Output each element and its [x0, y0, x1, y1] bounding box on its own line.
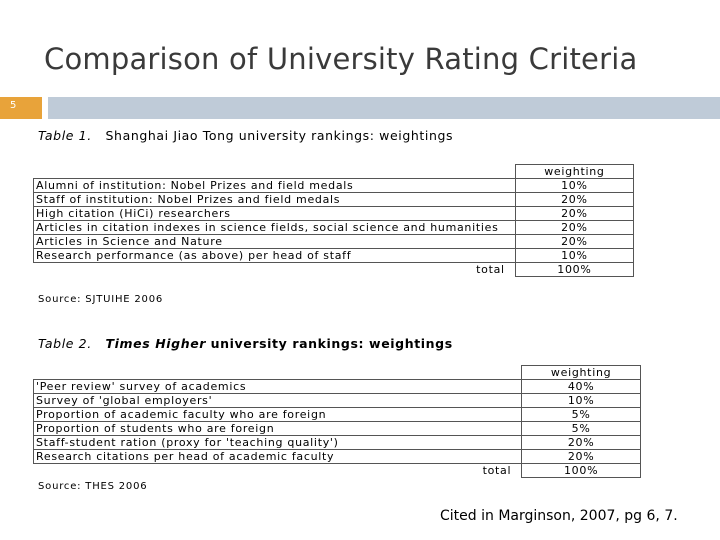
- criterion-cell: Staff-student ration (proxy for 'teachin…: [32, 435, 523, 450]
- weight-cell: 20%: [514, 192, 635, 207]
- weight-cell: 20%: [521, 435, 641, 450]
- table1-source: Source: SJTUIHE 2006: [38, 294, 164, 305]
- slide-number: 5: [10, 100, 17, 111]
- table2-weight-header: weighting: [521, 365, 641, 380]
- total-label: total: [33, 463, 523, 478]
- criterion-cell: Research citations per head of academic …: [32, 449, 523, 464]
- weight-cell: 5%: [521, 421, 641, 436]
- criterion-cell: Proportion of academic faculty who are f…: [32, 407, 523, 422]
- total-label: total: [33, 262, 516, 277]
- weight-cell: 20%: [514, 220, 635, 235]
- weight-cell: 10%: [521, 393, 641, 408]
- weight-cell: 10%: [514, 248, 635, 263]
- table-row: Research citations per head of academic …: [32, 449, 641, 464]
- criterion-cell: Staff of institution: Nobel Prizes and f…: [33, 192, 516, 207]
- table-row: Research performance (as above) per head…: [33, 248, 635, 263]
- table-row: Staff of institution: Nobel Prizes and f…: [33, 192, 635, 207]
- table1-weight-header: weighting: [514, 164, 635, 179]
- total-value: 100%: [514, 262, 635, 277]
- weight-cell: 5%: [521, 407, 641, 422]
- table-row: Proportion of academic faculty who are f…: [32, 407, 641, 422]
- table-row: Articles in citation indexes in science …: [33, 220, 635, 235]
- weight-cell: 20%: [521, 449, 641, 464]
- table2-caption-text: university rankings: weightings: [210, 336, 453, 351]
- table1-header-row: weighting: [33, 164, 635, 179]
- criterion-cell: Proportion of students who are foreign: [32, 421, 523, 436]
- table1-caption: Table 1. Shanghai Jiao Tong university r…: [38, 128, 453, 143]
- table2-caption: Table 2. Times Higher university ranking…: [38, 336, 453, 351]
- table2-source: Source: THES 2006: [38, 481, 148, 492]
- table1-total-row: total 100%: [33, 262, 635, 277]
- table-row: Survey of 'global employers' 10%: [32, 393, 641, 408]
- table-row: High citation (HiCi) researchers 20%: [33, 206, 635, 221]
- criterion-cell: Research performance (as above) per head…: [33, 248, 516, 263]
- slide-number-badge: 5: [0, 97, 42, 119]
- header-rule-bar: [48, 97, 720, 119]
- weight-cell: 20%: [514, 206, 635, 221]
- table1-caption-text: Shanghai Jiao Tong university rankings: …: [105, 128, 454, 143]
- table-row: Articles in Science and Nature 20%: [33, 234, 635, 249]
- table2-header-blank: [33, 365, 523, 380]
- table-row: Alumni of institution: Nobel Prizes and …: [33, 178, 635, 193]
- criterion-cell: Alumni of institution: Nobel Prizes and …: [33, 178, 516, 193]
- table-row: 'Peer review' survey of academics 40%: [32, 379, 641, 394]
- total-value: 100%: [521, 463, 641, 478]
- criterion-cell: High citation (HiCi) researchers: [33, 206, 516, 221]
- table2-caption-brand: Times Higher: [105, 336, 207, 351]
- weight-cell: 20%: [514, 234, 635, 249]
- criterion-cell: Articles in citation indexes in science …: [33, 220, 516, 235]
- table1: weighting Alumni of institution: Nobel P…: [33, 164, 635, 277]
- table2-total-row: total 100%: [33, 463, 641, 478]
- table1-header-blank: [33, 164, 516, 179]
- weight-cell: 40%: [521, 379, 641, 394]
- table-row: Staff-student ration (proxy for 'teachin…: [32, 435, 641, 450]
- table-row: Proportion of students who are foreign 5…: [32, 421, 641, 436]
- table2: weighting 'Peer review' survey of academ…: [32, 365, 641, 478]
- table2-caption-lead: Table 2.: [38, 336, 92, 351]
- criterion-cell: Articles in Science and Nature: [33, 234, 516, 249]
- citation-text: Cited in Marginson, 2007, pg 6, 7.: [440, 508, 678, 524]
- weight-cell: 10%: [514, 178, 635, 193]
- criterion-cell: 'Peer review' survey of academics: [32, 379, 523, 394]
- table2-header-row: weighting: [33, 365, 641, 380]
- table1-caption-lead: Table 1.: [38, 128, 92, 143]
- slide-title: Comparison of University Rating Criteria: [44, 42, 638, 76]
- criterion-cell: Survey of 'global employers': [32, 393, 523, 408]
